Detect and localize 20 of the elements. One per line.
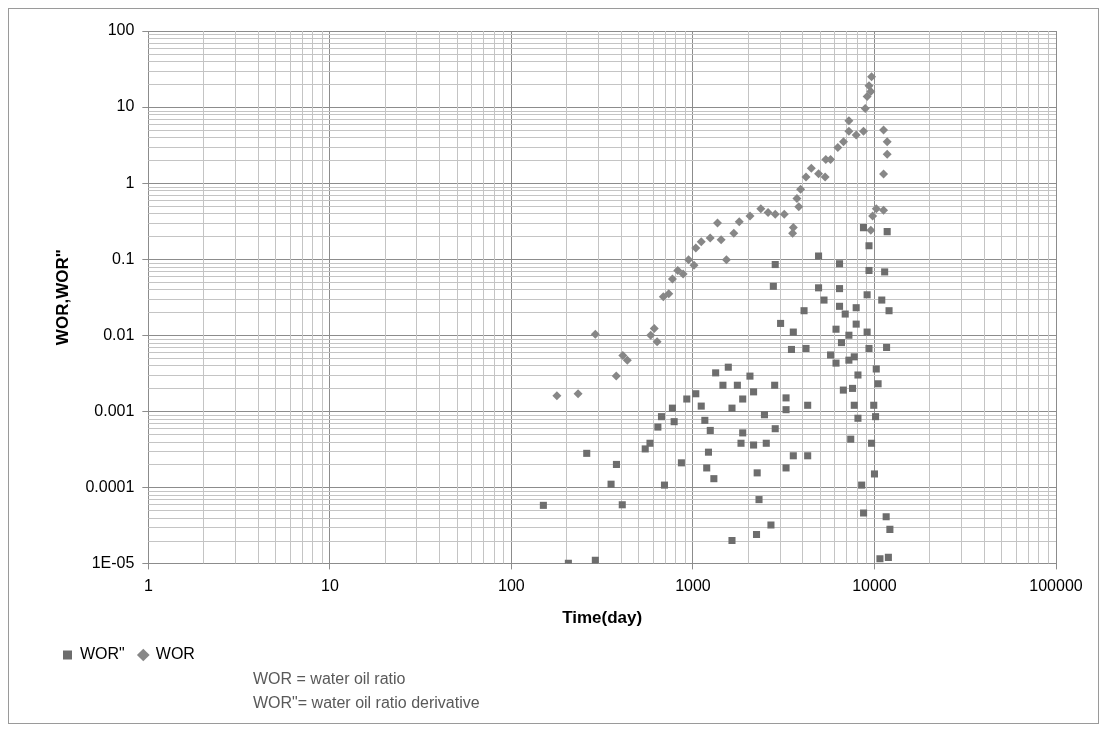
y-axis-title: WOR,WOR" <box>52 249 72 346</box>
y-tick-label: 0.1 <box>112 249 135 267</box>
y-tick-label: 1 <box>125 173 135 191</box>
y-tick-label: 1E-05 <box>91 553 135 571</box>
x-tick-label: 1 <box>143 577 153 595</box>
text: WOR"= water oil ratio derivative <box>253 693 481 713</box>
x-tick-label: 10 <box>320 577 339 595</box>
legend-label: WOR <box>155 645 195 663</box>
y-tick-label: 100 <box>107 21 135 39</box>
x-axis-title: Time(day) <box>562 608 643 628</box>
x-tick-label: 1000 <box>675 577 711 595</box>
y-tick-label: 0.01 <box>103 325 135 343</box>
x-tick-label: 10000 <box>852 577 897 595</box>
text: WOR = water oil ratio <box>253 669 407 689</box>
x-tick-label: 100 <box>498 577 525 595</box>
y-tick-label: 10 <box>116 97 135 115</box>
y-tick-label: 0.0001 <box>85 477 135 495</box>
legend-label: WOR" <box>80 645 125 663</box>
y-tick-label: 0.001 <box>94 401 135 419</box>
x-tick-label: 100000 <box>1029 577 1083 595</box>
